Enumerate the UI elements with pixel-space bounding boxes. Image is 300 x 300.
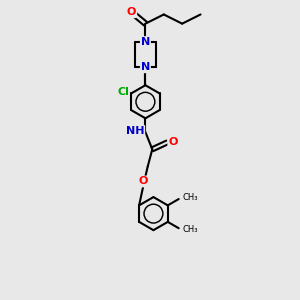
Text: CH₃: CH₃ [182,194,198,202]
Text: N: N [141,37,150,47]
Text: NH: NH [126,126,144,136]
Text: N: N [141,62,150,72]
Text: CH₃: CH₃ [182,225,198,234]
Text: O: O [138,176,148,187]
Text: Cl: Cl [117,87,129,97]
Text: O: O [168,137,178,147]
Text: O: O [127,7,136,17]
